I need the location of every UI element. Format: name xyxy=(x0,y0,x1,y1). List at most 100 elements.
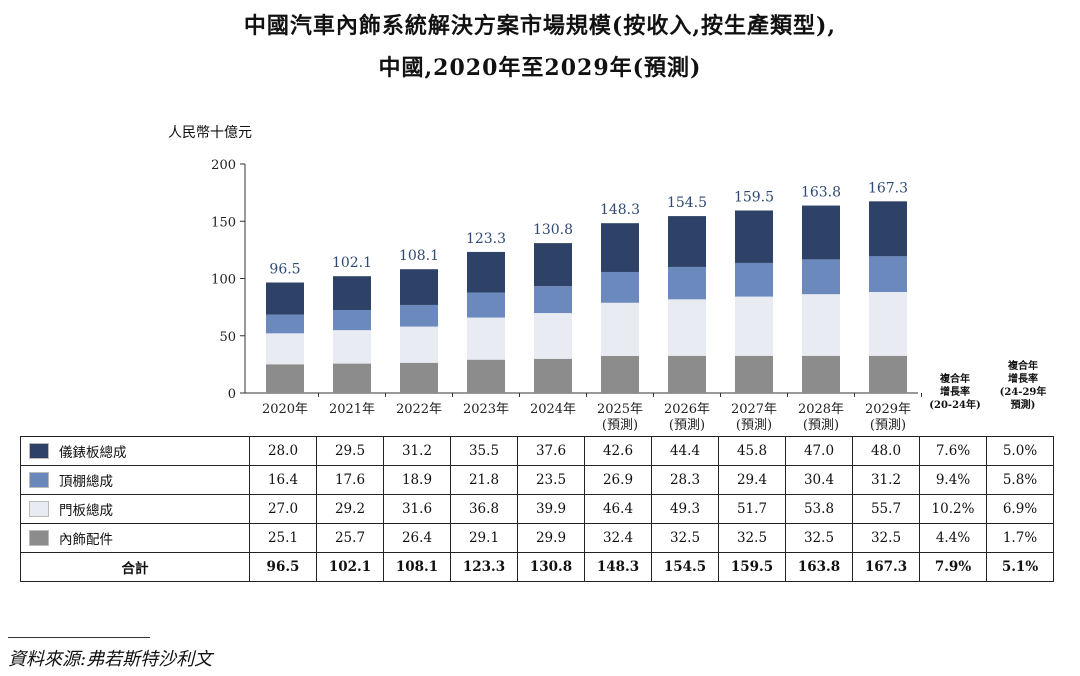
bar-segment xyxy=(601,223,639,272)
table-cell: 148.3 xyxy=(584,552,652,582)
bar-segment xyxy=(467,292,505,318)
bar-segment xyxy=(333,330,371,364)
row-label-text: 儀錶板總成 xyxy=(59,445,127,461)
table-cell: 25.1 xyxy=(249,523,317,553)
table-cell: 31.2 xyxy=(383,436,451,466)
x-tick-label: 2021年 xyxy=(329,402,375,417)
table-cell: 26.4 xyxy=(383,523,451,553)
x-tick-label: (預測) xyxy=(736,418,772,433)
bar-total-label: 123.3 xyxy=(466,231,506,247)
row-label: 頂棚總成 xyxy=(20,465,250,495)
table-cell: 29.4 xyxy=(718,465,786,495)
table-cell: 130.8 xyxy=(517,552,585,582)
bar-segment xyxy=(869,292,907,356)
table-cell: 53.8 xyxy=(785,494,853,524)
row-label: 儀錶板總成 xyxy=(20,436,250,466)
legend-swatch xyxy=(29,501,49,517)
table-cell: 42.6 xyxy=(584,436,652,466)
table-cell: 32.5 xyxy=(718,523,786,553)
bar-total-label: 154.5 xyxy=(667,195,707,211)
bar-total-label: 108.1 xyxy=(399,248,439,264)
cagr-header-2020-2024: 複合年 增長率 (20-24年) xyxy=(920,373,990,412)
legend-swatch xyxy=(29,530,49,546)
table-row: 門板總成 27.0 29.2 31.6 36.8 39.9 46.4 49.3 51.7 53.8… xyxy=(20,494,1054,524)
bar-segment xyxy=(467,359,505,393)
bar-segment xyxy=(266,333,304,365)
x-tick-label: 2027年 xyxy=(731,402,777,417)
table-cell: 55.7 xyxy=(852,494,920,524)
x-tick-label: 2026年 xyxy=(664,402,710,417)
x-tick-label: 2024年 xyxy=(530,402,576,417)
cagr-header-line: (24-29年 xyxy=(999,387,1047,398)
table-cell: 96.5 xyxy=(249,552,317,582)
table-cell: 28.3 xyxy=(651,465,719,495)
table-cell: 46.4 xyxy=(584,494,652,524)
bar-segment xyxy=(802,355,840,393)
table-cell: 32.4 xyxy=(584,523,652,553)
table-cell: 39.9 xyxy=(517,494,585,524)
cagr-header-line: 複合年 xyxy=(940,374,970,385)
bar-segment xyxy=(467,251,505,293)
bar-segment xyxy=(735,210,773,263)
table-row: 頂棚總成 16.4 17.6 18.9 21.8 23.5 26.9 28.3 29.4 30.4… xyxy=(20,465,1054,495)
table-cell: 27.0 xyxy=(249,494,317,524)
table-cell: 44.4 xyxy=(651,436,719,466)
bar-segment xyxy=(601,355,639,393)
bar-segment xyxy=(534,243,572,287)
table-cell: 123.3 xyxy=(450,552,518,582)
x-tick-label: (預測) xyxy=(602,418,638,433)
total-row: 合計 96.5 102.1 108.1 123.3 130.8 148.3 154.5 159.… xyxy=(20,552,1054,582)
bar-total-label: 130.8 xyxy=(533,222,573,238)
cagr-cell: 6.9% xyxy=(986,494,1054,524)
cagr-header-line: 預測) xyxy=(1010,400,1036,411)
x-tick-label: 2023年 xyxy=(463,402,509,417)
bar-segment xyxy=(668,216,706,267)
table-cell: 16.4 xyxy=(249,465,317,495)
cagr-header-line: 增長率 xyxy=(940,387,970,398)
x-tick-label: (預測) xyxy=(870,418,906,433)
bar-segment xyxy=(601,302,639,356)
table-cell: 49.3 xyxy=(651,494,719,524)
cagr-cell: 7.6% xyxy=(919,436,987,466)
bar-segment xyxy=(333,363,371,393)
cagr-cell: 5.8% xyxy=(986,465,1054,495)
bar-segment xyxy=(869,355,907,393)
bar-total-label: 148.3 xyxy=(600,202,640,218)
cagr-header-line: 複合年 xyxy=(1008,361,1038,372)
data-table: 儀錶板總成 28.0 29.5 31.2 35.5 37.6 42.6 44.4 45.8 47.… xyxy=(20,436,1054,582)
bar-segment xyxy=(534,358,572,393)
table-cell: 29.2 xyxy=(316,494,384,524)
table-cell: 32.5 xyxy=(852,523,920,553)
table-cell: 108.1 xyxy=(383,552,451,582)
bar-segment xyxy=(802,294,840,356)
table-cell: 159.5 xyxy=(718,552,786,582)
table-cell: 31.6 xyxy=(383,494,451,524)
bar-segment xyxy=(869,256,907,293)
table-cell: 51.7 xyxy=(718,494,786,524)
table-cell: 29.9 xyxy=(517,523,585,553)
bar-segment xyxy=(802,205,840,260)
cagr-header-line: 增長率 xyxy=(1008,374,1038,385)
bar-segment xyxy=(668,266,706,300)
bar-segment xyxy=(869,201,907,257)
bar-segment xyxy=(400,362,438,393)
table-cell: 26.9 xyxy=(584,465,652,495)
table-cell: 29.1 xyxy=(450,523,518,553)
chart-title-line1: 中國汽車內飾系統解決方案市場規模(按收入,按生產類型), xyxy=(243,13,837,39)
x-tick-label: 2025年 xyxy=(597,402,643,417)
y-axis-unit-label: 人民幣十億元 xyxy=(168,125,252,141)
table-cell: 29.5 xyxy=(316,436,384,466)
cagr-cell: 5.1% xyxy=(986,552,1054,582)
table-cell: 48.0 xyxy=(852,436,920,466)
source-note: 資料來源:弗若斯特沙利文 xyxy=(8,649,213,670)
bar-segment xyxy=(735,355,773,393)
footer-divider xyxy=(8,637,150,638)
table-cell: 45.8 xyxy=(718,436,786,466)
table-cell: 36.8 xyxy=(450,494,518,524)
table-cell: 18.9 xyxy=(383,465,451,495)
bar-segment xyxy=(735,262,773,297)
bar-segment xyxy=(668,355,706,393)
table-cell: 163.8 xyxy=(785,552,853,582)
table-cell: 154.5 xyxy=(651,552,719,582)
chart-title-line2: 中國,2020年至2029年(預測) xyxy=(378,55,702,81)
